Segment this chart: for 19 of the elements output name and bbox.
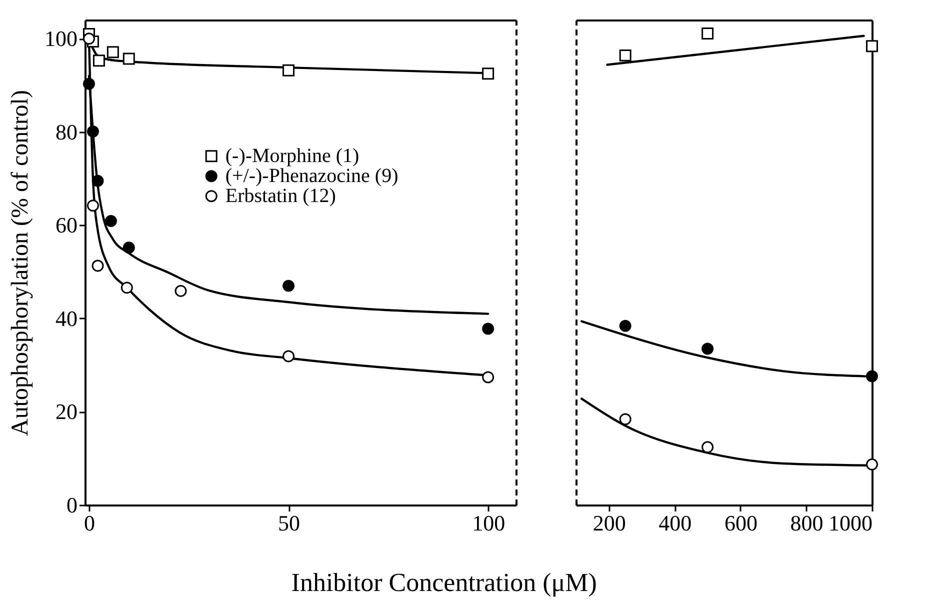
y-tick-label: 0 — [66, 492, 78, 518]
x-tick-label: 400 — [658, 510, 692, 536]
y-tick-label: 40 — [56, 306, 78, 331]
x-tick-label: 1000 — [828, 510, 872, 536]
legend-label: Erbstatin (12) — [225, 185, 336, 208]
y-tick-label: 60 — [56, 212, 78, 238]
legend-label: (+/-)-Phenazocine (9) — [225, 165, 398, 188]
x-axis-title: Inhibitor Concentration (μM) — [291, 568, 597, 597]
x-tick-label: 600 — [724, 510, 758, 536]
x-tick-label: 50 — [278, 510, 300, 536]
y-tick-label: 80 — [56, 119, 78, 144]
x-tick-label: 100 — [472, 510, 506, 536]
x-tick-label: 800 — [790, 510, 824, 536]
x-tick-label: 200 — [592, 510, 626, 536]
y-axis-title: Autophosphorylation (% of control) — [8, 90, 34, 436]
x-tick-label: 0 — [84, 510, 95, 536]
y-tick-label: 20 — [56, 399, 78, 424]
y-tick-label: 100 — [44, 26, 78, 52]
legend-label: (-)-Morphine (1) — [225, 145, 360, 168]
